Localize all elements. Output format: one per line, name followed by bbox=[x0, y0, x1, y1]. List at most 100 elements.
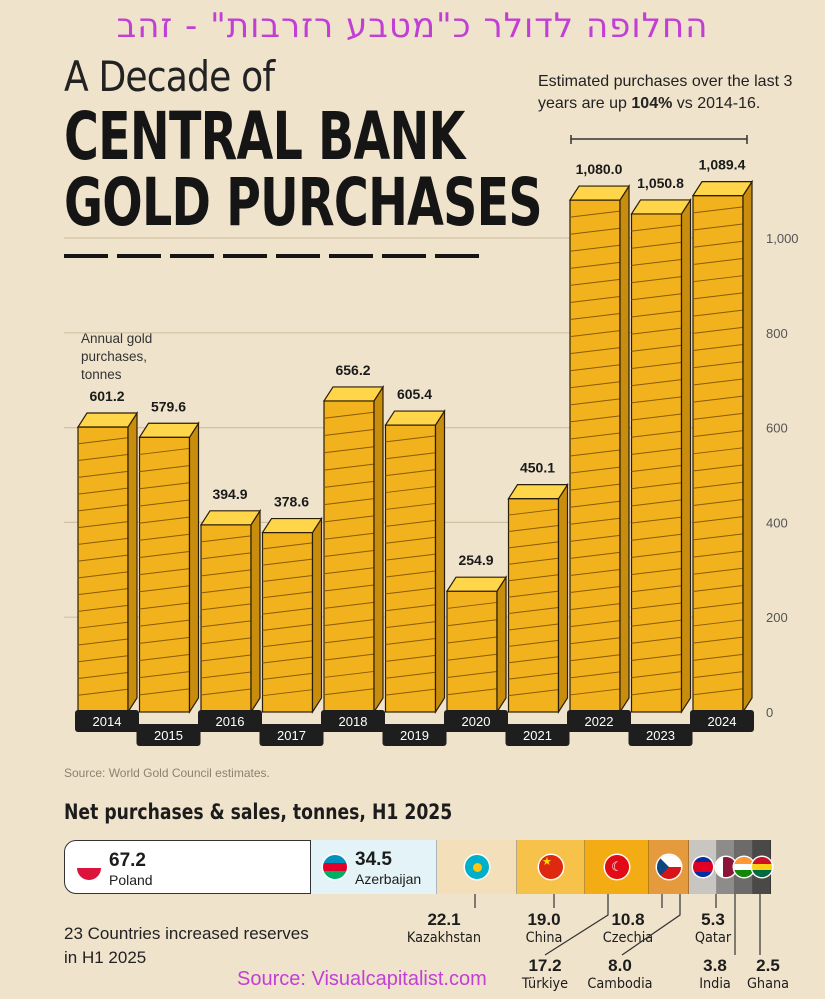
bar-band bbox=[631, 293, 682, 301]
bar-band bbox=[262, 574, 313, 582]
bar-band bbox=[446, 601, 498, 609]
bar-band bbox=[323, 653, 375, 661]
chart-title-line2: GOLD PURCHASES bbox=[64, 164, 543, 241]
overlay-hebrew-title: החלופה לדולר כ"מטבע רזרבות" - זהב bbox=[116, 6, 709, 46]
bar-band bbox=[385, 621, 436, 629]
flag-icon bbox=[465, 855, 489, 879]
bar-band bbox=[692, 240, 744, 248]
bar-band bbox=[77, 537, 129, 545]
year-pill bbox=[444, 710, 508, 732]
x-tick-label: 2020 bbox=[462, 714, 491, 729]
country-name: Cambodia bbox=[587, 976, 653, 992]
bar-band bbox=[323, 619, 375, 627]
bar-band bbox=[446, 688, 498, 696]
flag-icon bbox=[77, 856, 101, 880]
bar-band bbox=[77, 671, 129, 679]
flag-icon bbox=[323, 855, 347, 879]
bar-value-label: 601.2 bbox=[89, 388, 124, 404]
year-pill bbox=[628, 724, 693, 746]
country-name: India bbox=[699, 976, 731, 992]
country-name: Azerbaijan bbox=[355, 871, 422, 887]
bar-band bbox=[385, 671, 436, 679]
bar-top bbox=[630, 199, 692, 215]
bar-band bbox=[631, 413, 682, 421]
bar-band bbox=[631, 653, 682, 661]
bar-band bbox=[200, 552, 252, 560]
segment-cambodia bbox=[689, 840, 717, 894]
bar-band bbox=[631, 482, 682, 490]
country-value: 2.5 bbox=[756, 956, 780, 975]
bar-band bbox=[692, 688, 744, 696]
bar-2016 bbox=[199, 508, 262, 715]
bar-band bbox=[323, 688, 375, 696]
country-name: China bbox=[525, 930, 563, 946]
bar-value-label: 378.6 bbox=[274, 494, 309, 510]
bar-band bbox=[692, 636, 744, 644]
bar-band bbox=[385, 587, 436, 595]
flag-icon bbox=[693, 857, 713, 877]
bar-band bbox=[446, 636, 498, 644]
bar-band bbox=[262, 672, 313, 680]
bar-band bbox=[446, 670, 498, 678]
bar-band bbox=[77, 487, 129, 495]
bar-band bbox=[262, 558, 313, 566]
net-purchases-title: Net purchases & sales, tonnes, H1 2025 bbox=[64, 800, 453, 824]
bar-band bbox=[508, 672, 559, 680]
bar-band bbox=[77, 554, 129, 562]
bar-band bbox=[569, 620, 621, 628]
bar-band bbox=[385, 469, 436, 477]
country-name: Ghana bbox=[746, 976, 790, 992]
leader-line bbox=[621, 894, 681, 956]
flag-icon: ★ bbox=[539, 855, 563, 879]
year-pill bbox=[505, 724, 570, 746]
bar-band bbox=[385, 519, 436, 527]
bar-band bbox=[200, 603, 252, 611]
bar-band bbox=[569, 261, 621, 269]
bar-band bbox=[569, 278, 621, 286]
bar-band bbox=[323, 463, 375, 471]
country-name: Türkiye bbox=[521, 976, 569, 992]
bar-top bbox=[507, 484, 569, 500]
bar-band bbox=[77, 454, 129, 462]
x-tick-label: 2024 bbox=[708, 714, 737, 729]
bar-band bbox=[385, 452, 436, 460]
bar-band bbox=[569, 466, 621, 474]
bar-value-label: 254.9 bbox=[458, 552, 493, 568]
bar-band bbox=[692, 481, 744, 489]
bar-band bbox=[139, 447, 190, 455]
bar-band bbox=[446, 619, 498, 627]
bar-band bbox=[692, 412, 744, 420]
country-name: Qatar bbox=[694, 930, 732, 946]
segment-ghana bbox=[752, 840, 772, 894]
bar-band bbox=[385, 688, 436, 696]
bar-band bbox=[323, 446, 375, 454]
bar-value-label: 1,089.4 bbox=[699, 157, 746, 173]
flag-icon bbox=[734, 857, 754, 877]
bar-band bbox=[262, 640, 313, 648]
bar-band bbox=[200, 569, 252, 577]
bar-band bbox=[631, 465, 682, 473]
bar-band bbox=[569, 568, 621, 576]
bar-value-label: 394.9 bbox=[212, 486, 247, 502]
bar-band bbox=[323, 480, 375, 488]
bar-band bbox=[692, 292, 744, 300]
bar-top bbox=[445, 576, 508, 592]
bar-band bbox=[323, 532, 375, 540]
growth-note: Estimated purchases over the last 3 year… bbox=[538, 71, 808, 115]
leader-line bbox=[544, 894, 609, 956]
bar-value-label: 450.1 bbox=[520, 460, 555, 476]
bar-band bbox=[631, 602, 682, 610]
year-pill bbox=[259, 724, 324, 746]
bar-band bbox=[569, 500, 621, 508]
bar-band bbox=[385, 604, 436, 612]
y-tick-label: 1,000 bbox=[766, 231, 799, 246]
bar-band bbox=[508, 623, 559, 631]
bar-band bbox=[631, 310, 682, 318]
bar-band bbox=[569, 381, 621, 389]
country-value: 10.8 bbox=[611, 910, 645, 929]
year-pill bbox=[136, 724, 201, 746]
y-tick-label: 600 bbox=[766, 421, 788, 436]
bar-band bbox=[77, 588, 129, 596]
bar-band bbox=[692, 653, 744, 661]
x-tick-label: 2018 bbox=[339, 714, 368, 729]
